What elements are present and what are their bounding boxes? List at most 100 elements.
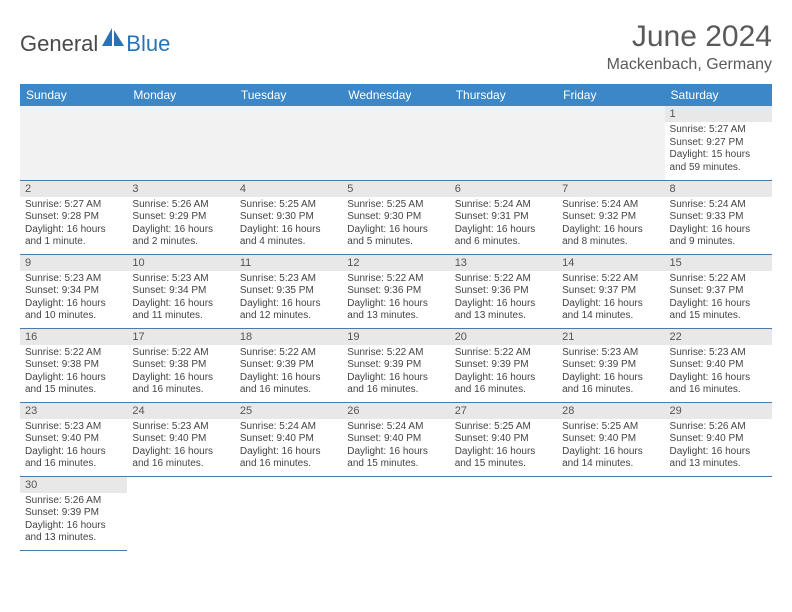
day-details: Sunrise: 5:24 AMSunset: 9:31 PMDaylight:… [450,197,557,253]
sunset-text: Sunset: 9:34 PM [25,285,122,298]
day-details: Sunrise: 5:23 AMSunset: 9:40 PMDaylight:… [665,345,772,401]
title-block: June 2024 Mackenbach, Germany [607,20,772,74]
calendar-cell [557,476,664,550]
day-details: Sunrise: 5:22 AMSunset: 9:39 PMDaylight:… [235,345,342,401]
sunset-text: Sunset: 9:31 PM [455,211,552,224]
day-details: Sunrise: 5:22 AMSunset: 9:39 PMDaylight:… [450,345,557,401]
day-details: Sunrise: 5:24 AMSunset: 9:40 PMDaylight:… [342,419,449,475]
sunrise-text: Sunrise: 5:25 AM [347,199,444,212]
day-details: Sunrise: 5:26 AMSunset: 9:40 PMDaylight:… [665,419,772,475]
page-header: General Blue June 2024 Mackenbach, Germa… [20,20,772,74]
day-details: Sunrise: 5:23 AMSunset: 9:35 PMDaylight:… [235,271,342,327]
brand-name-part2: Blue [126,31,170,57]
day-number: 7 [557,181,664,197]
sunset-text: Sunset: 9:39 PM [562,359,659,372]
sunrise-text: Sunrise: 5:22 AM [455,273,552,286]
calendar-cell: 6Sunrise: 5:24 AMSunset: 9:31 PMDaylight… [450,180,557,254]
day-number: 11 [235,255,342,271]
calendar-cell: 4Sunrise: 5:25 AMSunset: 9:30 PMDaylight… [235,180,342,254]
daylight-text: Daylight: 16 hours and 2 minutes. [132,224,229,249]
brand-name-part1: General [20,31,98,57]
sunrise-text: Sunrise: 5:24 AM [240,421,337,434]
day-number: 27 [450,403,557,419]
day-details: Sunrise: 5:24 AMSunset: 9:40 PMDaylight:… [235,419,342,475]
day-details: Sunrise: 5:22 AMSunset: 9:38 PMDaylight:… [20,345,127,401]
day-details: Sunrise: 5:23 AMSunset: 9:40 PMDaylight:… [20,419,127,475]
calendar-cell: 13Sunrise: 5:22 AMSunset: 9:36 PMDayligh… [450,254,557,328]
day-number: 9 [20,255,127,271]
page: General Blue June 2024 Mackenbach, Germa… [0,0,792,551]
daylight-text: Daylight: 16 hours and 1 minute. [25,224,122,249]
brand-logo: General Blue [20,28,170,59]
calendar-cell: 28Sunrise: 5:25 AMSunset: 9:40 PMDayligh… [557,402,664,476]
calendar-cell: 20Sunrise: 5:22 AMSunset: 9:39 PMDayligh… [450,328,557,402]
day-number: 23 [20,403,127,419]
sunrise-text: Sunrise: 5:24 AM [670,199,767,212]
daylight-text: Daylight: 16 hours and 16 minutes. [347,372,444,397]
day-number: 19 [342,329,449,345]
sunset-text: Sunset: 9:30 PM [347,211,444,224]
day-header-monday: Monday [127,84,234,106]
sunset-text: Sunset: 9:40 PM [240,433,337,446]
calendar-week-row: 2Sunrise: 5:27 AMSunset: 9:28 PMDaylight… [20,180,772,254]
calendar-cell: 3Sunrise: 5:26 AMSunset: 9:29 PMDaylight… [127,180,234,254]
sunset-text: Sunset: 9:40 PM [347,433,444,446]
calendar-cell: 7Sunrise: 5:24 AMSunset: 9:32 PMDaylight… [557,180,664,254]
day-details: Sunrise: 5:26 AMSunset: 9:29 PMDaylight:… [127,197,234,253]
day-number: 16 [20,329,127,345]
daylight-text: Daylight: 16 hours and 12 minutes. [240,298,337,323]
calendar-cell: 16Sunrise: 5:22 AMSunset: 9:38 PMDayligh… [20,328,127,402]
calendar-cell [557,106,664,180]
calendar-cell: 27Sunrise: 5:25 AMSunset: 9:40 PMDayligh… [450,402,557,476]
calendar-week-row: 9Sunrise: 5:23 AMSunset: 9:34 PMDaylight… [20,254,772,328]
day-details: Sunrise: 5:23 AMSunset: 9:34 PMDaylight:… [20,271,127,327]
day-details: Sunrise: 5:27 AMSunset: 9:28 PMDaylight:… [20,197,127,253]
calendar-cell [235,106,342,180]
calendar-body: 1Sunrise: 5:27 AMSunset: 9:27 PMDaylight… [20,106,772,550]
day-number: 15 [665,255,772,271]
calendar-cell: 25Sunrise: 5:24 AMSunset: 9:40 PMDayligh… [235,402,342,476]
daylight-text: Daylight: 16 hours and 13 minutes. [347,298,444,323]
sunset-text: Sunset: 9:40 PM [670,433,767,446]
day-number: 5 [342,181,449,197]
calendar-cell: 2Sunrise: 5:27 AMSunset: 9:28 PMDaylight… [20,180,127,254]
daylight-text: Daylight: 16 hours and 13 minutes. [455,298,552,323]
calendar-cell [127,476,234,550]
daylight-text: Daylight: 16 hours and 10 minutes. [25,298,122,323]
daylight-text: Daylight: 16 hours and 15 minutes. [347,446,444,471]
sunset-text: Sunset: 9:29 PM [132,211,229,224]
daylight-text: Daylight: 16 hours and 6 minutes. [455,224,552,249]
daylight-text: Daylight: 16 hours and 11 minutes. [132,298,229,323]
day-details: Sunrise: 5:23 AMSunset: 9:40 PMDaylight:… [127,419,234,475]
calendar-cell: 30Sunrise: 5:26 AMSunset: 9:39 PMDayligh… [20,476,127,550]
sunrise-text: Sunrise: 5:23 AM [132,273,229,286]
day-details: Sunrise: 5:27 AMSunset: 9:27 PMDaylight:… [665,122,772,178]
calendar-cell: 5Sunrise: 5:25 AMSunset: 9:30 PMDaylight… [342,180,449,254]
sunset-text: Sunset: 9:40 PM [455,433,552,446]
sunrise-text: Sunrise: 5:23 AM [240,273,337,286]
calendar-cell: 1Sunrise: 5:27 AMSunset: 9:27 PMDaylight… [665,106,772,180]
day-details: Sunrise: 5:25 AMSunset: 9:40 PMDaylight:… [450,419,557,475]
calendar-week-row: 30Sunrise: 5:26 AMSunset: 9:39 PMDayligh… [20,476,772,550]
day-header-sunday: Sunday [20,84,127,106]
calendar-cell: 24Sunrise: 5:23 AMSunset: 9:40 PMDayligh… [127,402,234,476]
daylight-text: Daylight: 16 hours and 16 minutes. [240,372,337,397]
sunset-text: Sunset: 9:36 PM [347,285,444,298]
day-number: 28 [557,403,664,419]
day-header-friday: Friday [557,84,664,106]
sunset-text: Sunset: 9:33 PM [670,211,767,224]
calendar-cell: 26Sunrise: 5:24 AMSunset: 9:40 PMDayligh… [342,402,449,476]
sunrise-text: Sunrise: 5:23 AM [25,273,122,286]
day-number: 4 [235,181,342,197]
day-number: 2 [20,181,127,197]
sunrise-text: Sunrise: 5:23 AM [562,347,659,360]
sunrise-text: Sunrise: 5:22 AM [347,273,444,286]
sunset-text: Sunset: 9:40 PM [25,433,122,446]
day-details: Sunrise: 5:22 AMSunset: 9:37 PMDaylight:… [557,271,664,327]
sunrise-text: Sunrise: 5:26 AM [25,495,122,508]
sunset-text: Sunset: 9:36 PM [455,285,552,298]
day-details: Sunrise: 5:24 AMSunset: 9:32 PMDaylight:… [557,197,664,253]
calendar-cell [127,106,234,180]
sunrise-text: Sunrise: 5:22 AM [670,273,767,286]
calendar-cell: 22Sunrise: 5:23 AMSunset: 9:40 PMDayligh… [665,328,772,402]
